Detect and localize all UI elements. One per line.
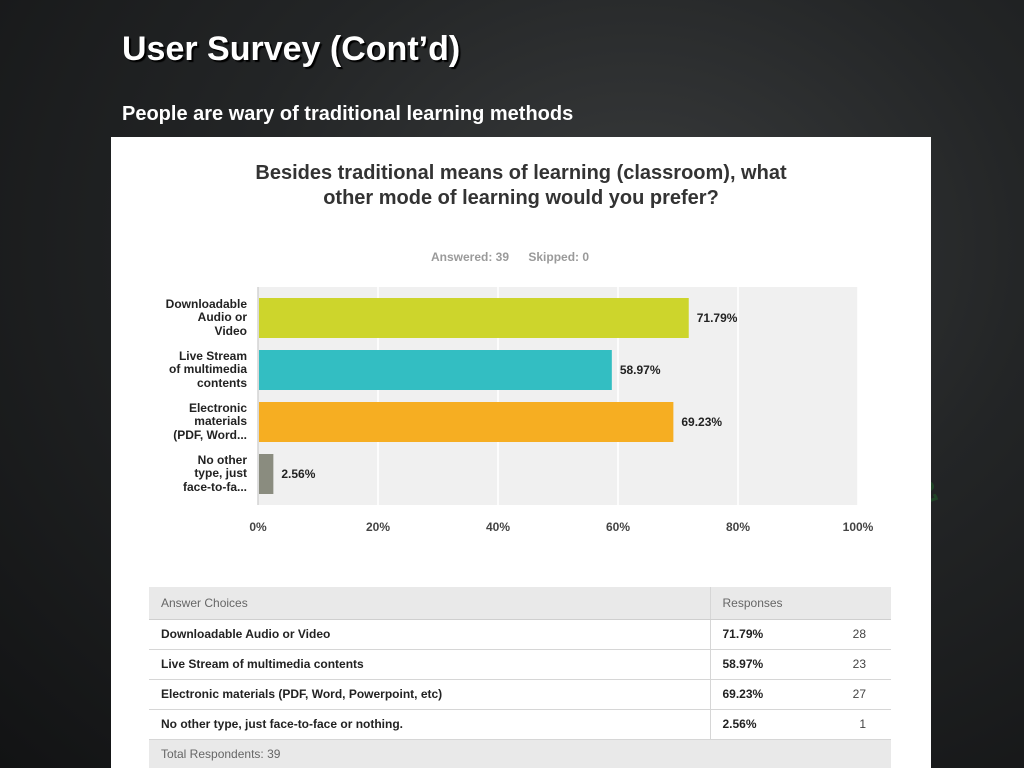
category-label-line: Electronic [188,400,247,415]
row-choice: Live Stream of multimedia contents [149,649,711,680]
row-count: 27 [820,679,891,710]
row-count: 28 [820,619,891,650]
bar-value-label: 2.56% [281,467,315,481]
row-choice: Electronic materials (PDF, Word, Powerpo… [149,679,711,710]
responses-table: Answer Choices Responses Downloadable Au… [149,587,891,768]
x-tick-label: 40% [485,520,511,534]
category-label-line: face-to-fa... [182,479,247,494]
x-tick-label: 100% [842,520,874,534]
row-percent: 2.56% [710,709,820,740]
category-label-line: Video [214,323,247,338]
row-count: 23 [820,649,891,680]
bar-value-label: 71.79% [697,311,738,325]
x-tick-label: 60% [605,520,631,534]
category-label-line: No other [197,452,247,467]
bar-value-label: 69.23% [681,415,722,429]
response-stats: Answered: 39 Skipped: 0 [431,250,589,264]
category-label-line: type, just [194,466,247,481]
bar-value-label: 58.97% [620,363,661,377]
row-percent: 58.97% [710,649,820,680]
question-title: Besides traditional means of learning (c… [255,162,787,209]
bar-chart: 71.79% 58.97% 69.23% 2.56% [257,287,859,505]
row-choice: Downloadable Audio or Video [149,619,711,650]
x-tick-label: 0% [249,520,267,534]
bar [259,454,274,494]
bar [259,350,612,390]
table-total-row: Total Respondents: 39 [149,739,891,768]
bar [259,402,674,442]
category-label: Electronic materials (PDF, Word... [127,400,247,443]
category-label-line: Downloadable [165,296,247,311]
row-choice: No other type, just face-to-face or noth… [149,709,711,740]
category-label: No other type, just face-to-fa... [127,452,247,495]
row-count: 1 [820,709,891,740]
header-answer-choices: Answer Choices [149,587,711,620]
x-tick-label: 80% [725,520,751,534]
table-row: Live Stream of multimedia contents 58.97… [149,649,891,680]
row-percent: 71.79% [710,619,820,650]
category-label-line: of multimedia [168,362,247,377]
category-label-line: materials [194,414,247,429]
category-label: Downloadable Audio or Video [127,296,247,339]
category-label-line: (PDF, Word... [173,427,247,442]
total-respondents: Total Respondents: 39 [149,739,891,768]
table-row: Electronic materials (PDF, Word, Powerpo… [149,679,891,710]
header-responses: Responses [710,587,891,620]
row-percent: 69.23% [710,679,820,710]
category-label-line: contents [196,375,247,390]
slide-subtitle: People are wary of traditional learning … [122,103,574,125]
category-label: Live Stream of multimedia contents [127,348,247,391]
category-label-line: Live Stream [178,348,247,363]
slide-title: User Survey (Cont’d) [122,30,461,68]
x-tick-label: 20% [365,520,391,534]
skipped-count: Skipped: 0 [528,250,590,264]
table-row: No other type, just face-to-face or noth… [149,709,891,740]
survey-results-panel: Besides traditional means of learning (c… [111,137,931,768]
table-header-row: Answer Choices Responses [149,587,891,620]
answered-count: Answered: 39 [431,250,510,264]
category-label-line: Audio or [197,310,247,325]
table-row: Downloadable Audio or Video 71.79% 28 [149,619,891,650]
bar [259,298,689,338]
